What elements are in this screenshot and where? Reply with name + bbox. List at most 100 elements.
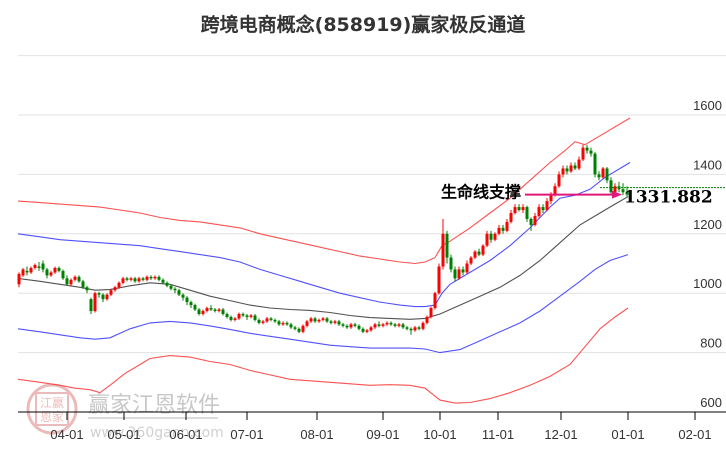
- candle: [397, 324, 401, 326]
- candle: [241, 313, 245, 316]
- candle: [337, 321, 341, 325]
- x-tick-label: 04-01: [50, 427, 83, 442]
- candle: [81, 281, 85, 288]
- candle: [501, 227, 505, 231]
- candle: [545, 201, 549, 211]
- candle: [553, 186, 557, 196]
- seal-bottom-text: 恩家: [40, 409, 64, 424]
- candle: [257, 319, 261, 323]
- candle: [421, 322, 425, 329]
- candle: [293, 327, 297, 329]
- candle: [161, 279, 165, 283]
- candle: [185, 297, 189, 303]
- gridlines: 600 800 1000 1200 1400 1600: [18, 55, 726, 410]
- candle: [477, 251, 481, 255]
- candle: [441, 233, 445, 267]
- candle: [609, 180, 613, 193]
- candle: [485, 233, 489, 246]
- candle: [573, 165, 577, 169]
- candle: [429, 308, 433, 317]
- x-tick-label: 12-01: [544, 427, 577, 442]
- candle: [589, 150, 593, 154]
- candle: [349, 324, 353, 328]
- candle: [93, 293, 97, 312]
- candle: [605, 168, 609, 181]
- candle: [177, 290, 181, 295]
- candle: [597, 174, 601, 178]
- candle: [373, 324, 377, 328]
- candle: [221, 309, 225, 314]
- candle: [581, 147, 585, 160]
- candle: [389, 322, 393, 325]
- candle: [165, 282, 169, 286]
- candle: [113, 287, 117, 291]
- candle: [481, 245, 485, 255]
- candle: [129, 278, 133, 280]
- candle: [565, 168, 569, 172]
- candle: [381, 324, 385, 326]
- chart-title: 跨境电商概念(858919)赢家极反通道: [200, 14, 526, 36]
- candle: [313, 318, 317, 322]
- axes: 04-01 05-01 06-01 07-01 08-01 09-01 10-01 11-01…: [18, 411, 726, 442]
- candle: [333, 321, 337, 323]
- candle: [37, 266, 41, 268]
- candle: [33, 264, 37, 268]
- candle: [201, 311, 205, 314]
- candle: [353, 324, 357, 326]
- candle: [525, 207, 529, 219]
- candle: [529, 218, 533, 225]
- candle: [585, 147, 589, 151]
- candle: [53, 267, 57, 273]
- candle: [229, 316, 233, 320]
- candle: [269, 318, 273, 320]
- watermark-brand: 赢家江恩软件: [88, 393, 220, 418]
- candle: [453, 269, 457, 279]
- seal-top-text: 江赢: [40, 395, 64, 410]
- candle: [109, 290, 113, 295]
- candle: [233, 318, 237, 320]
- candle: [449, 257, 453, 270]
- candle: [73, 276, 77, 280]
- candle: [469, 257, 473, 264]
- candle: [49, 272, 53, 276]
- support-price-label: 1331.882: [624, 188, 713, 208]
- candle: [377, 324, 381, 326]
- candle: [465, 263, 469, 273]
- candle: [509, 213, 513, 222]
- candle: [21, 269, 25, 276]
- candle: [445, 233, 449, 258]
- candle: [169, 285, 173, 289]
- candle: [141, 278, 145, 280]
- candle: [173, 288, 177, 291]
- candle: [217, 309, 221, 312]
- candle: [205, 308, 209, 312]
- candle: [329, 321, 333, 323]
- candle: [301, 325, 305, 332]
- candle: [125, 278, 129, 280]
- candle: [345, 325, 349, 328]
- candle: [325, 318, 329, 322]
- candle: [557, 174, 561, 187]
- candle: [593, 153, 597, 175]
- support-label: 生命线支撑: [441, 183, 521, 202]
- candle: [613, 186, 617, 193]
- inner-lower-line: [17, 254, 629, 354]
- candle: [321, 318, 325, 320]
- candle: [417, 327, 421, 329]
- candle: [285, 322, 289, 325]
- candle: [505, 221, 509, 231]
- candle: [461, 269, 465, 273]
- candle: [409, 328, 413, 331]
- x-tick-label: 05-01: [107, 427, 140, 442]
- candle: [433, 293, 437, 309]
- candle: [249, 315, 253, 317]
- candle: [97, 293, 101, 295]
- candle: [41, 263, 45, 270]
- inner-upper-line: [17, 162, 631, 308]
- candle: [253, 315, 257, 320]
- candle: [225, 313, 229, 317]
- candle: [457, 269, 461, 279]
- support-annotation: 生命线支撑 1331.882: [441, 183, 726, 208]
- candle: [541, 207, 545, 211]
